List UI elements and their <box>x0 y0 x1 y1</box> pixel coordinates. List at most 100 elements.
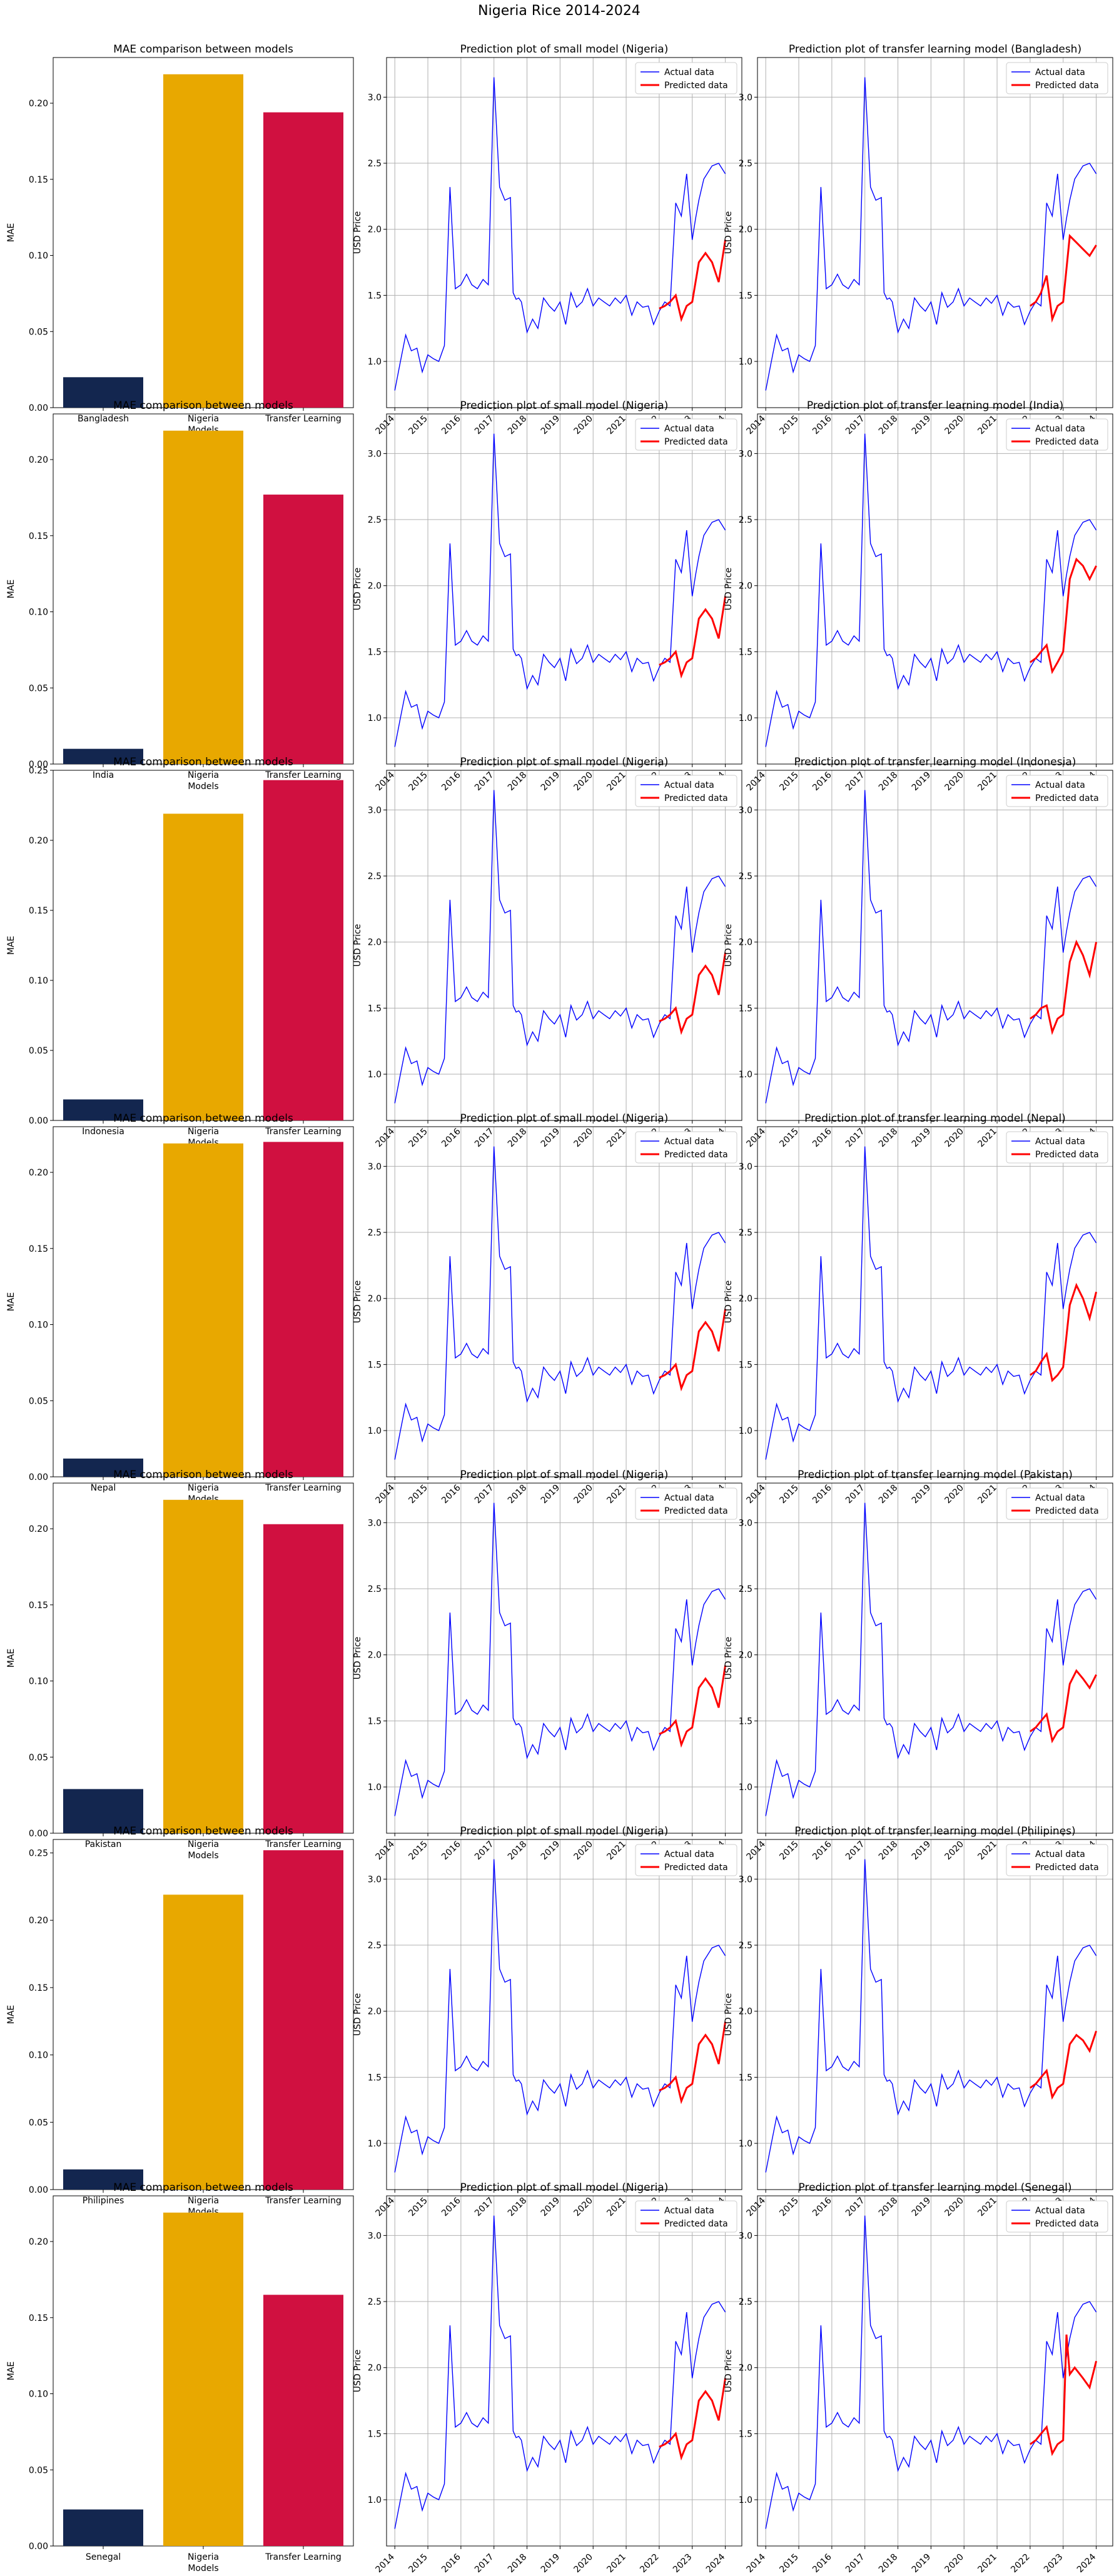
x-tick-label: 2023 <box>671 2552 694 2575</box>
transfer-learning-prediction-chart-pakistan: Prediction plot of transfer learning mod… <box>724 1469 1113 1862</box>
x-tick-label: 2015 <box>407 1483 430 1506</box>
small-model-prediction-chart: Prediction plot of small model (Nigeria)… <box>353 756 742 1149</box>
x-tick-label: 2018 <box>877 414 900 437</box>
small-model-prediction-chart: Prediction plot of small model (Nigeria)… <box>353 1112 742 1506</box>
x-tick-label: 2014 <box>745 1839 768 1862</box>
legend-actual-label: Actual data <box>1035 424 1085 434</box>
y-tick-label: 0.20 <box>29 1916 48 1926</box>
x-tick-label: 2017 <box>473 2196 496 2219</box>
mae-chart-title: MAE comparison between models <box>113 1825 293 1838</box>
y-tick-label: 0.15 <box>29 906 48 916</box>
y-tick-label: 0.10 <box>29 2051 48 2061</box>
x-tick-label: 2019 <box>539 1483 562 1506</box>
y-tick-label: 3.0 <box>368 93 382 103</box>
predicted-data-line <box>1030 234 1097 323</box>
x-tick-label: 2014 <box>374 2195 397 2218</box>
x-tick-label: 2015 <box>777 1483 801 1506</box>
price-y-axis-label: USD Price <box>724 1280 734 1324</box>
y-tick-label: 2.5 <box>739 1584 752 1594</box>
bar-transfer-learning <box>263 495 343 764</box>
x-tick-label: Nigeria <box>188 414 219 424</box>
x-tick-label: Nepal <box>91 1483 116 1493</box>
y-tick-label: 3.0 <box>739 449 752 459</box>
y-tick-label: 2.0 <box>739 1651 752 1661</box>
x-tick-label: 2021 <box>976 2196 999 2219</box>
x-tick-label: 2015 <box>407 1839 430 1863</box>
mae-y-axis-label: MAE <box>6 580 16 599</box>
y-tick-label: 2.5 <box>739 159 752 169</box>
actual-data-line <box>394 790 726 1104</box>
y-tick-label: 0.15 <box>29 1244 48 1254</box>
y-tick-label: 1.0 <box>739 1783 752 1793</box>
mae-y-axis-label: MAE <box>6 1649 16 1668</box>
legend-box <box>635 1844 737 1876</box>
x-tick-label: 2021 <box>605 1483 628 1506</box>
price-y-axis-label: USD Price <box>724 924 734 967</box>
legend-actual-label: Actual data <box>664 780 714 790</box>
y-tick-label: 1.5 <box>739 1360 752 1370</box>
x-tick-label: 2020 <box>943 1127 966 1150</box>
x-tick-label: 2021 <box>976 414 999 437</box>
bar-philipines <box>63 2169 143 2190</box>
y-tick-label: 1.0 <box>368 357 382 367</box>
legend-actual-label: Actual data <box>664 1137 714 1147</box>
legend-predicted-label: Predicted data <box>1035 81 1099 91</box>
actual-data-line <box>765 790 1097 1104</box>
prediction-plot-frame <box>757 1482 1113 1834</box>
bar-nigeria <box>163 1143 243 1477</box>
mae-bar-chart-philipines: MAE comparison between models 0.00 0.05 0.1… <box>6 1825 354 2217</box>
y-tick-label: 0.15 <box>29 2313 48 2323</box>
x-tick-label: 2024 <box>704 2552 727 2575</box>
y-tick-label: 1.5 <box>739 2429 752 2439</box>
y-tick-label: 2.5 <box>368 1941 382 1951</box>
y-tick-label: 3.0 <box>739 1518 752 1528</box>
x-tick-label: 2021 <box>605 1127 628 1150</box>
legend-box <box>635 2200 737 2233</box>
y-tick-label: 1.0 <box>368 713 382 723</box>
price-y-axis-label: USD Price <box>353 211 363 254</box>
y-tick-label: 2.0 <box>368 581 382 591</box>
y-tick-label: 1.0 <box>368 2139 382 2149</box>
mae-bar-chart-nepal: MAE comparison between models 0.00 0.05 0.1… <box>6 1112 354 1504</box>
y-tick-label: 0.05 <box>29 2118 48 2128</box>
x-tick-label: 2020 <box>943 770 966 793</box>
y-tick-label: 0.15 <box>29 531 48 541</box>
y-tick-label: 2.0 <box>739 938 752 948</box>
legend-box <box>1006 1844 1108 1876</box>
y-tick-label: 2.5 <box>739 2297 752 2307</box>
predicted-data-line <box>1030 2030 1098 2100</box>
y-tick-label: 0.25 <box>29 1849 48 1859</box>
x-tick-label: 2018 <box>877 2196 900 2219</box>
x-tick-label: Nigeria <box>188 1127 219 1137</box>
x-tick-label: 2020 <box>572 1483 595 1506</box>
x-tick-label: 2021 <box>605 414 628 437</box>
legend-predicted-label: Predicted data <box>664 793 728 803</box>
bar-nigeria <box>163 1894 243 2190</box>
x-tick-label: 2017 <box>844 770 867 793</box>
x-tick-label: 2016 <box>440 2195 463 2218</box>
y-tick-label: 3.0 <box>739 805 752 815</box>
actual-data-line <box>394 433 726 747</box>
bar-nigeria <box>163 813 243 1120</box>
legend-box <box>1006 1487 1108 1520</box>
x-tick-label: 2017 <box>473 1839 496 1863</box>
predicted-data-line <box>659 2021 727 2105</box>
transfer-learning-prediction-chart-nepal: Prediction plot of transfer learning mod… <box>724 1112 1113 1506</box>
y-tick-label: 0.05 <box>29 683 48 693</box>
legend-predicted-label: Predicted data <box>1035 1506 1099 1516</box>
prediction-chart-title: Prediction plot of transfer learning mod… <box>797 1469 1073 1481</box>
x-tick-label: 2014 <box>745 413 768 436</box>
legend-actual-label: Actual data <box>1035 1137 1085 1147</box>
legend-actual-label: Actual data <box>664 1493 714 1503</box>
x-tick-label: 2016 <box>811 1126 834 1149</box>
prediction-plot-frame <box>757 770 1113 1121</box>
predicted-data-line <box>1030 1282 1098 1382</box>
legend-actual-label: Actual data <box>664 424 714 434</box>
small-model-prediction-chart: Prediction plot of small model (Nigeria)… <box>353 2181 742 2575</box>
x-tick-label: 2016 <box>811 413 834 436</box>
x-tick-label: 2016 <box>440 2552 463 2575</box>
legend-predicted-label: Predicted data <box>664 81 728 91</box>
y-tick-label: 1.0 <box>739 1426 752 1436</box>
x-tick-label: Transfer Learning <box>265 1483 342 1493</box>
y-tick-label: 1.0 <box>739 1070 752 1080</box>
